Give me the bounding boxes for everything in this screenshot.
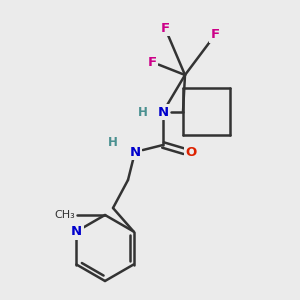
- Text: N: N: [129, 146, 141, 158]
- Text: F: F: [160, 22, 169, 34]
- Text: N: N: [158, 106, 169, 118]
- Text: F: F: [147, 56, 157, 68]
- Text: F: F: [210, 28, 220, 41]
- Text: H: H: [138, 106, 148, 118]
- Text: O: O: [185, 146, 197, 160]
- Text: CH₃: CH₃: [54, 210, 75, 220]
- Text: H: H: [108, 136, 118, 149]
- Text: N: N: [71, 225, 82, 238]
